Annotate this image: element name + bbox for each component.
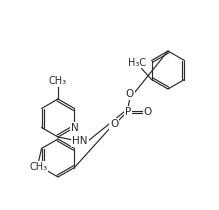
Text: H₃C: H₃C (129, 58, 147, 67)
Text: O: O (144, 107, 152, 117)
Text: P: P (125, 107, 131, 117)
Text: O: O (110, 119, 118, 129)
Text: HN: HN (72, 136, 88, 146)
Text: O: O (126, 89, 134, 99)
Text: N: N (71, 122, 78, 133)
Text: CH₃: CH₃ (49, 76, 67, 86)
Text: CH₃: CH₃ (30, 161, 48, 172)
